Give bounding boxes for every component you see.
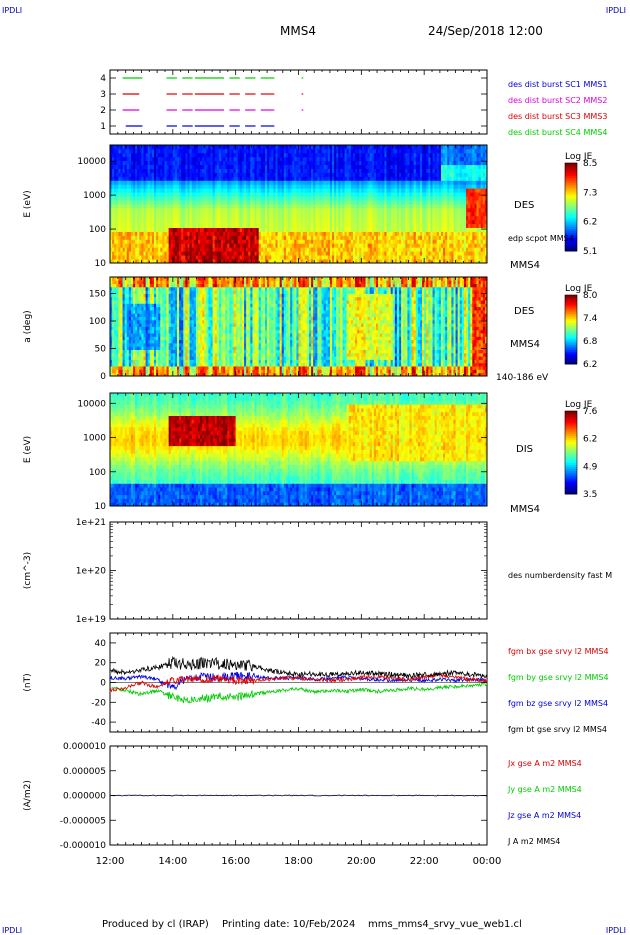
magnetic-field-legend-2: fgm bz gse srvy l2 MMS4	[508, 699, 608, 708]
y-tick-label-magnetic-field-1: -20	[91, 698, 106, 708]
y-tick-label-current-density-4: 0.000010	[63, 742, 106, 752]
y-tick-label-magnetic-field-0: -40	[91, 718, 106, 728]
des-pitch-colorbar-tick-3: 6.2	[583, 360, 597, 370]
y-tick-label-dis-energy-2: 1000	[83, 434, 106, 444]
magnetic-field-legend-1: fgm by gse srvy l2 MMS4	[508, 673, 609, 682]
y-tick-label-current-density-0: -0.000010	[60, 841, 106, 851]
dis-energy-label: DIS	[516, 444, 533, 455]
des-pitch-colorbar-gradient	[565, 295, 577, 365]
des-energy-colorbar-tick-1: 7.3	[583, 188, 597, 198]
density-ylabel: (cm^-3)	[23, 552, 33, 589]
des-pitch-colorbar-tick-0: 8.0	[583, 291, 598, 301]
des-energy-ylabel: E (eV)	[23, 190, 33, 217]
y-tick-label-magnetic-field-3: 20	[95, 659, 107, 669]
des-pitch-ylabel: a (deg)	[23, 310, 33, 342]
current-density-legend-2: Jz gse A m2 MMS4	[507, 811, 581, 820]
des-energy-mms-label: MMS4	[510, 260, 540, 271]
density-legend-0: des numberdensity fast M	[508, 571, 612, 580]
des-pitch-mms-label: MMS4	[510, 339, 540, 350]
footer-printing-date: Printing date: 10/Feb/2024	[222, 919, 355, 930]
time-label-0: 12:00	[96, 856, 125, 867]
dis-energy-mms-label: MMS4	[510, 504, 540, 515]
dis-energy-ylabel: E (eV)	[23, 436, 33, 463]
des-pitch-label: DES	[514, 306, 534, 317]
time-label-5: 22:00	[410, 856, 439, 867]
dis-energy-colorbar-tick-1: 6.2	[583, 435, 597, 445]
y-tick-label-des-pitch-3: 150	[89, 290, 106, 300]
time-label-4: 20:00	[347, 856, 376, 867]
y-tick-label-des-energy-3: 10000	[77, 157, 106, 167]
time-label-1: 14:00	[158, 856, 187, 867]
availability-legend-1: des dist burst SC2 MMS2	[508, 96, 607, 105]
panel-availability-frame	[110, 70, 487, 134]
time-label-6: 00:00	[473, 856, 502, 867]
y-tick-label-density-2: 1e+21	[76, 518, 106, 528]
footer-script-name: mms_mms4_srvy_vue_web1.cl	[368, 919, 522, 930]
magnetic-field-legend-3: fgm bt gse srvy l2 MMS4	[508, 725, 607, 734]
y-tick-label-availability-3: 4	[100, 74, 106, 84]
y-tick-label-magnetic-field-2: 0	[100, 679, 106, 689]
y-tick-label-des-pitch-2: 100	[89, 317, 106, 327]
y-tick-label-current-density-3: 0.000005	[63, 767, 106, 777]
magnetic-field-ylabel: (nT)	[23, 673, 33, 691]
y-tick-label-current-density-1: -0.000005	[60, 816, 106, 826]
availability-legend-2: des dist burst SC3 MMS3	[508, 112, 607, 121]
heatmap-pitch	[110, 277, 487, 376]
dis-energy-colorbar-tick-0: 7.6	[583, 407, 598, 417]
des-pitch-colorbar-tick-2: 6.8	[583, 337, 598, 347]
panel-density-frame	[110, 522, 487, 619]
des-energy-colorbar-tick-2: 6.2	[583, 218, 597, 228]
dis-energy-colorbar-gradient	[565, 411, 577, 495]
des-pitch-energy-label: 140-186 eV	[496, 373, 549, 383]
y-tick-label-availability-1: 2	[100, 106, 106, 116]
dis-energy-colorbar-tick-2: 4.9	[583, 462, 598, 472]
footer-produced-by: Produced by cl (IRAP)	[102, 919, 209, 930]
current-density-legend-3: J A m2 MMS4	[507, 837, 560, 846]
y-tick-label-des-pitch-0: 0	[100, 372, 106, 382]
des-energy-label: DES	[514, 200, 534, 211]
y-tick-label-des-energy-0: 10	[95, 259, 107, 269]
availability-legend-0: des dist burst SC1 MMS1	[508, 80, 607, 89]
des-energy-colorbar-tick-3: 5.1	[583, 247, 597, 257]
time-label-2: 16:00	[221, 856, 250, 867]
y-tick-label-dis-energy-1: 100	[89, 468, 106, 478]
current-density-legend-0: Jx gse A m2 MMS4	[507, 759, 582, 768]
y-tick-label-des-pitch-1: 50	[95, 345, 107, 355]
des-energy-colorbar-tick-0: 8.5	[583, 159, 597, 169]
y-tick-label-current-density-2: 0.000000	[63, 792, 106, 802]
y-tick-label-des-energy-2: 1000	[83, 191, 106, 201]
des-energy-scpot-label: edp scpot MMS4	[508, 234, 574, 243]
y-tick-label-availability-2: 3	[100, 90, 106, 100]
magnetic-field-legend-0: fgm bx gse srvy l2 MMS4	[508, 647, 609, 656]
y-tick-label-density-0: 1e+19	[76, 615, 107, 625]
heatmap-des	[110, 145, 487, 263]
current-density-ylabel: (A/m2)	[23, 780, 33, 811]
dis-energy-colorbar-tick-3: 3.5	[583, 490, 597, 500]
magnetic-field-series-1	[110, 683, 487, 703]
y-tick-label-dis-energy-3: 10000	[77, 399, 106, 409]
des-pitch-colorbar-tick-1: 7.4	[583, 314, 598, 324]
magnetic-field-series-3	[110, 657, 487, 678]
y-tick-label-magnetic-field-4: 40	[95, 639, 107, 649]
current-density-legend-1: Jy gse A m2 MMS4	[507, 785, 582, 794]
y-tick-label-dis-energy-0: 10	[95, 502, 107, 512]
time-label-3: 18:00	[284, 856, 313, 867]
y-tick-label-density-1: 1e+20	[76, 567, 107, 577]
current-density-series-black	[110, 795, 487, 796]
y-tick-label-des-energy-1: 100	[89, 225, 106, 235]
heatmap-dis	[110, 393, 487, 506]
y-tick-label-availability-0: 1	[100, 122, 106, 132]
availability-legend-3: des dist burst SC4 MMS4	[508, 128, 607, 137]
